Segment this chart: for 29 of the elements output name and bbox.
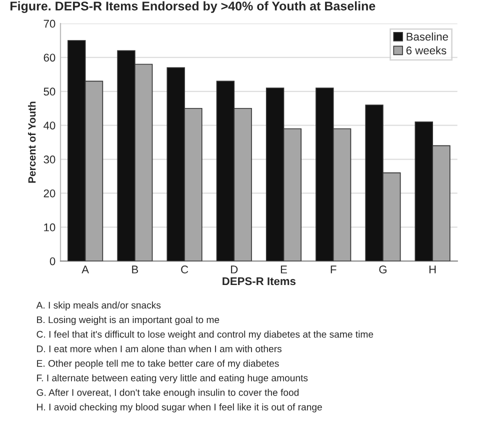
text: A. I skip meals and/or snacks: [36, 302, 161, 310]
text: B. Losing weight is an important goal to me: [37, 316, 220, 326]
x-tick-label: A: [82, 266, 89, 274]
x-tick-label: C: [181, 266, 188, 274]
x-tick-label: F: [330, 266, 336, 274]
text: D. I eat more when I am alone than when I am with others: [37, 345, 282, 352]
y-tick-label: 20: [44, 189, 56, 198]
text: C. I feel that it's difficult to lose weight and control my diabetes at the same time: [36, 330, 374, 340]
x-tick-label: H: [429, 266, 436, 274]
legend-label: 6 weeks: [406, 46, 446, 54]
chart-title: Figure. DEPS-R Items Endorsed by >40% of Youth at Baseline: [10, 1, 376, 13]
y-tick-label: 0: [50, 257, 56, 266]
legend-label: Baseline: [406, 32, 448, 41]
x-tick-label: E: [280, 266, 287, 274]
text: G. After I overeat, I don't take enough insulin to cover the food: [36, 388, 299, 398]
y-tick-label: 10: [44, 223, 56, 232]
y-tick-label: 70: [44, 20, 56, 28]
y-tick-label: 60: [44, 54, 56, 62]
x-tick-label: G: [379, 266, 386, 274]
y-tick-label: 30: [44, 156, 56, 164]
y-axis-title: Percent of Youth: [28, 102, 36, 183]
text: E. Other people tell me to take better care of my diabetes: [37, 360, 279, 369]
x-axis-title: DEPS-R Items: [222, 277, 296, 286]
y-tick-label: 40: [44, 122, 56, 130]
text: F. I alternate between eating very little and eating huge amounts: [37, 374, 308, 384]
x-tick-label: D: [231, 266, 238, 274]
x-tick-label: B: [132, 266, 138, 274]
y-tick-label: 50: [44, 88, 56, 96]
text: H. I avoid checking my blood sugar when I feel like it is out of range: [37, 403, 322, 412]
